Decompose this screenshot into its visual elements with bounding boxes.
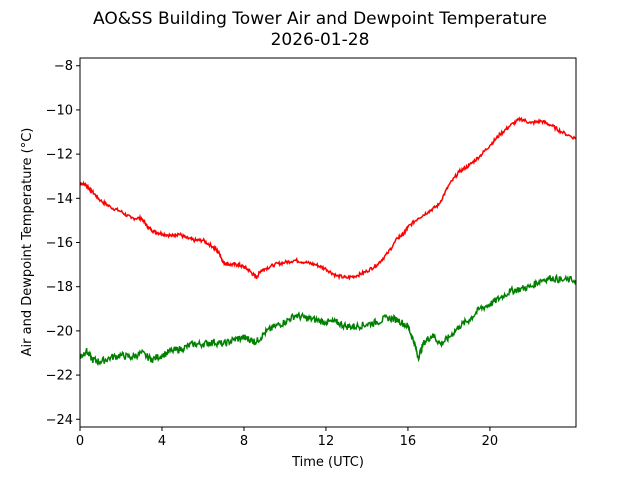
y-tick-label: −20 [46,324,73,339]
y-axis-label: Air and Dewpoint Temperature (°C) [20,128,35,357]
x-tick-label: 12 [318,434,335,449]
chart-title-line2: 2026-01-28 [271,30,370,50]
y-tick-label: −10 [46,103,73,118]
series-line-0 [79,116,577,281]
x-axis-label: Time (UTC) [291,455,364,470]
series-line-1 [79,273,577,367]
y-tick-label: −22 [46,369,73,384]
plot-frame [79,57,577,428]
x-tick-label: 4 [158,434,166,449]
x-tick-label: 20 [482,434,499,449]
x-tick-label: 8 [240,434,248,449]
plot-area [79,57,577,428]
y-tick-label: −12 [46,148,73,163]
y-tick-label: −24 [46,413,73,428]
y-tick-label: −16 [46,236,73,251]
chart-title-line1: AO&SS Building Tower Air and Dewpoint Te… [93,9,547,29]
x-axis: 0 4 8 12 16 20 [76,427,498,449]
x-tick-label: 16 [400,434,417,449]
y-tick-label: −18 [46,280,73,295]
y-axis: −24 −22 −20 −18 −16 −14 −12 −10 −8 [46,59,80,428]
series-layer [79,116,577,367]
y-tick-label: −8 [54,59,73,74]
y-tick-label: −14 [46,192,73,207]
x-tick-label: 0 [76,434,84,449]
